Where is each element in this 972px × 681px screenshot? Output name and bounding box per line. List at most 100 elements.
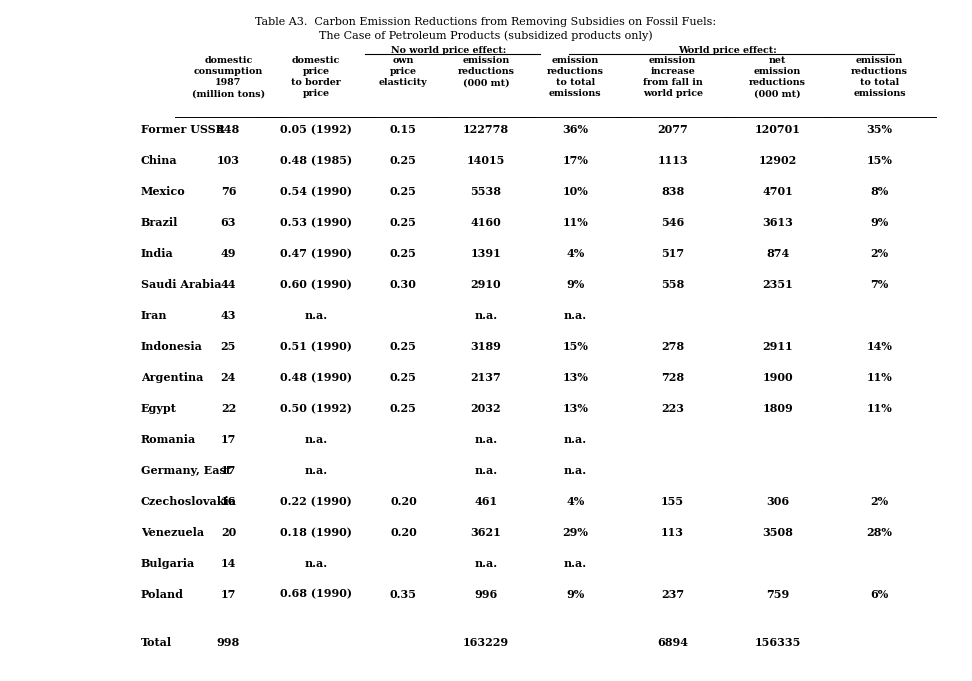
Text: 0.35: 0.35	[390, 588, 417, 600]
Text: 996: 996	[474, 588, 498, 600]
Text: China: China	[141, 155, 178, 166]
Text: domestic
price
to border
price: domestic price to border price	[291, 56, 341, 98]
Text: 10%: 10%	[563, 186, 588, 197]
Text: 17: 17	[221, 464, 236, 476]
Text: 103: 103	[217, 155, 240, 166]
Text: 2137: 2137	[470, 372, 502, 383]
Text: 0.54 (1990): 0.54 (1990)	[280, 186, 352, 197]
Text: 517: 517	[661, 248, 684, 259]
Text: India: India	[141, 248, 174, 259]
Text: 20: 20	[221, 527, 236, 538]
Text: n.a.: n.a.	[304, 464, 328, 476]
Text: 49: 49	[221, 248, 236, 259]
Text: Bulgaria: Bulgaria	[141, 558, 195, 569]
Text: 25: 25	[221, 341, 236, 352]
Text: Table A3.  Carbon Emission Reductions from Removing Subsidies on Fossil Fuels:: Table A3. Carbon Emission Reductions fro…	[256, 17, 716, 27]
Text: n.a.: n.a.	[564, 464, 587, 476]
Text: 17: 17	[221, 434, 236, 445]
Text: 29%: 29%	[563, 527, 588, 538]
Text: 113: 113	[661, 527, 684, 538]
Text: 546: 546	[661, 217, 684, 228]
Text: Total: Total	[141, 637, 172, 648]
Text: 6%: 6%	[871, 588, 888, 600]
Text: 0.18 (1990): 0.18 (1990)	[280, 527, 352, 538]
Text: 14%: 14%	[867, 341, 892, 352]
Text: own
price
elasticity: own price elasticity	[379, 56, 428, 87]
Text: 448: 448	[217, 124, 240, 135]
Text: 0.25: 0.25	[390, 217, 417, 228]
Text: 13%: 13%	[563, 372, 588, 383]
Text: 156335: 156335	[754, 637, 801, 648]
Text: 0.68 (1990): 0.68 (1990)	[280, 588, 352, 600]
Text: 2%: 2%	[871, 496, 888, 507]
Text: 3621: 3621	[470, 527, 502, 538]
Text: 9%: 9%	[871, 217, 888, 228]
Text: 0.20: 0.20	[390, 527, 417, 538]
Text: 11%: 11%	[563, 217, 588, 228]
Text: Iran: Iran	[141, 310, 167, 321]
Text: 874: 874	[766, 248, 789, 259]
Text: 35%: 35%	[867, 124, 892, 135]
Text: 3613: 3613	[762, 217, 793, 228]
Text: 11%: 11%	[867, 372, 892, 383]
Text: 4701: 4701	[762, 186, 793, 197]
Text: 1391: 1391	[470, 248, 502, 259]
Text: 998: 998	[217, 637, 240, 648]
Text: 5538: 5538	[470, 186, 502, 197]
Text: net
emission
reductions
(000 mt): net emission reductions (000 mt)	[749, 56, 806, 98]
Text: 558: 558	[661, 279, 684, 290]
Text: 2351: 2351	[762, 279, 793, 290]
Text: 17%: 17%	[563, 155, 588, 166]
Text: 22: 22	[221, 403, 236, 414]
Text: 2032: 2032	[470, 403, 502, 414]
Text: 16: 16	[221, 496, 236, 507]
Text: 0.25: 0.25	[390, 372, 417, 383]
Text: 15%: 15%	[563, 341, 588, 352]
Text: 163229: 163229	[463, 637, 509, 648]
Text: 728: 728	[661, 372, 684, 383]
Text: 15%: 15%	[867, 155, 892, 166]
Text: n.a.: n.a.	[304, 558, 328, 569]
Text: 12902: 12902	[758, 155, 797, 166]
Text: 2%: 2%	[871, 248, 888, 259]
Text: n.a.: n.a.	[564, 558, 587, 569]
Text: emission
increase
from fall in
world price: emission increase from fall in world pri…	[642, 56, 703, 98]
Text: 24: 24	[221, 372, 236, 383]
Text: n.a.: n.a.	[474, 310, 498, 321]
Text: 63: 63	[221, 217, 236, 228]
Text: 14015: 14015	[467, 155, 505, 166]
Text: 76: 76	[221, 186, 236, 197]
Text: 2910: 2910	[470, 279, 502, 290]
Text: Argentina: Argentina	[141, 372, 203, 383]
Text: 36%: 36%	[563, 124, 588, 135]
Text: 306: 306	[766, 496, 789, 507]
Text: 0.15: 0.15	[390, 124, 417, 135]
Text: 0.50 (1992): 0.50 (1992)	[280, 403, 352, 414]
Text: 237: 237	[661, 588, 684, 600]
Text: 155: 155	[661, 496, 684, 507]
Text: n.a.: n.a.	[474, 434, 498, 445]
Text: emission
reductions
to total
emissions: emission reductions to total emissions	[547, 56, 604, 98]
Text: 9%: 9%	[567, 588, 584, 600]
Text: n.a.: n.a.	[564, 310, 587, 321]
Text: 0.20: 0.20	[390, 496, 417, 507]
Text: n.a.: n.a.	[304, 434, 328, 445]
Text: domestic
consumption
1987
(million tons): domestic consumption 1987 (million tons)	[191, 56, 265, 98]
Text: 43: 43	[221, 310, 236, 321]
Text: 11%: 11%	[867, 403, 892, 414]
Text: Brazil: Brazil	[141, 217, 178, 228]
Text: 4%: 4%	[567, 496, 584, 507]
Text: 4160: 4160	[470, 217, 502, 228]
Text: n.a.: n.a.	[474, 558, 498, 569]
Text: 0.25: 0.25	[390, 155, 417, 166]
Text: 0.25: 0.25	[390, 186, 417, 197]
Text: Venezuela: Venezuela	[141, 527, 204, 538]
Text: 0.25: 0.25	[390, 248, 417, 259]
Text: Romania: Romania	[141, 434, 196, 445]
Text: n.a.: n.a.	[474, 464, 498, 476]
Text: 14: 14	[221, 558, 236, 569]
Text: 0.47 (1990): 0.47 (1990)	[280, 248, 352, 259]
Text: The Case of Petroleum Products (subsidized products only): The Case of Petroleum Products (subsidiz…	[319, 31, 653, 42]
Text: 7%: 7%	[871, 279, 888, 290]
Text: 120701: 120701	[754, 124, 801, 135]
